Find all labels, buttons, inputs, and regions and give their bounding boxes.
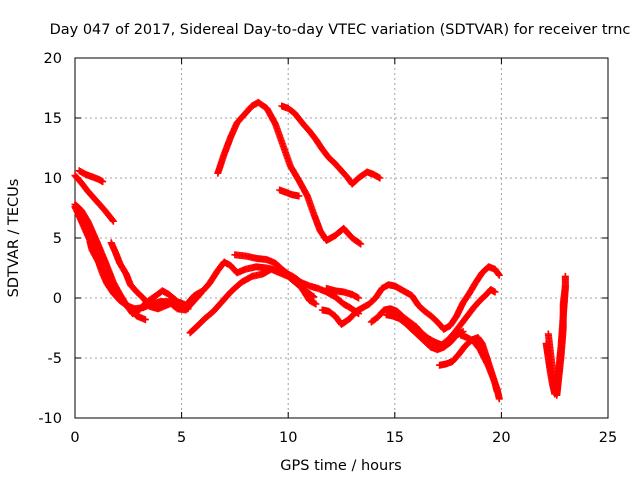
series-track-17 [457, 331, 503, 403]
y-tick-label: 10 [44, 171, 62, 187]
data-point [196, 290, 204, 298]
data-point [184, 305, 192, 313]
data-point [99, 178, 107, 186]
series-track-19 [544, 282, 569, 399]
series-track-9 [276, 186, 303, 200]
series-track-5 [75, 167, 107, 186]
series-track-7 [214, 98, 365, 248]
series-track-15 [382, 311, 467, 354]
data-point [355, 294, 363, 302]
series-track-6 [71, 172, 117, 225]
x-axis-label: GPS time / hours [280, 458, 401, 474]
grid [75, 58, 608, 418]
series-track-4 [107, 239, 192, 313]
data-point [355, 239, 363, 247]
y-tick-label: -10 [38, 411, 62, 427]
series-track-14 [367, 286, 499, 349]
data-point [491, 288, 499, 296]
series-track-13 [318, 263, 503, 333]
x-tick-label: 20 [492, 430, 510, 446]
data-point [357, 240, 365, 248]
data-point [495, 395, 503, 403]
x-tick-label: 0 [70, 430, 79, 446]
y-tick-label: 0 [53, 291, 62, 307]
x-tick-label: 5 [177, 430, 186, 446]
series-track-11 [231, 251, 363, 318]
series-track-12 [323, 284, 363, 302]
data-point [141, 316, 149, 324]
data-point [561, 282, 569, 290]
data-point [109, 217, 117, 225]
data-point [309, 292, 317, 300]
x-tick-label: 10 [279, 430, 297, 446]
x-tick-label: 15 [386, 430, 404, 446]
y-tick-label: -5 [48, 351, 62, 367]
axis-ticks: 0 5 10 15 20 25 -10 -5 0 5 10 15 20 [38, 51, 617, 446]
data-point [312, 300, 320, 308]
y-axis-label: SDTVAR / TECUs [6, 179, 22, 298]
y-tick-label: 5 [53, 231, 62, 247]
data-point [561, 272, 569, 280]
series-track-8 [278, 102, 384, 188]
y-tick-label: 15 [44, 111, 62, 127]
data-point [295, 192, 303, 200]
data-point [495, 271, 503, 279]
data-point [494, 270, 502, 278]
chart-title: Day 047 of 2017, Sidereal Day-to-day VTE… [50, 22, 631, 38]
data-point [310, 293, 318, 301]
x-tick-label: 25 [599, 430, 617, 446]
y-tick-label: 20 [44, 51, 62, 67]
data-point [108, 216, 116, 224]
series-track-10 [186, 265, 318, 337]
data-point [197, 289, 205, 297]
data-point [183, 304, 191, 312]
data-marks [71, 98, 569, 403]
data-point [376, 174, 384, 182]
